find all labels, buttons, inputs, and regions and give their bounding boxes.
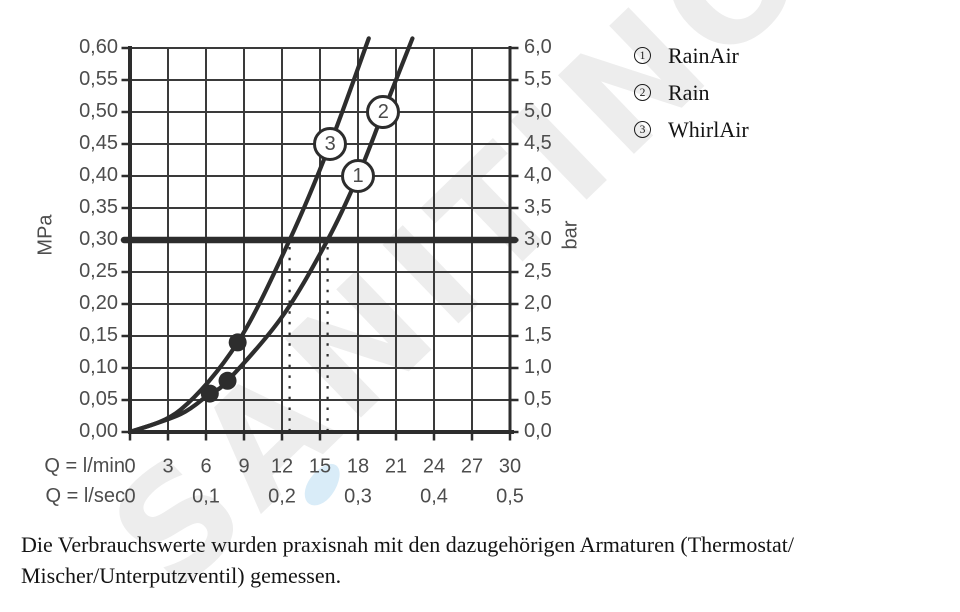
y-left-tick-label: 0,25 <box>79 260 118 283</box>
y-left-tick-label: 0,30 <box>79 228 118 251</box>
legend-item-label: Rain <box>668 79 710 105</box>
x-axis-lmin-label: Q = l/min <box>44 455 125 478</box>
y-axis-left-unit-label: MPa <box>34 214 57 256</box>
legend-item-rain: 2 Rain <box>634 79 749 105</box>
measured-point <box>228 333 247 352</box>
legend-circled-number-icon: 3 <box>634 121 651 138</box>
x-lmin-tick-label: 24 <box>422 455 446 478</box>
legend-circled-number-icon: 1 <box>634 47 651 64</box>
x-lmin-tick-label: 30 <box>498 455 522 478</box>
x-lsec-tick-label: 0,4 <box>420 485 448 508</box>
legend-item-label: RainAir <box>668 42 739 68</box>
curve-rainair <box>127 36 415 435</box>
y-left-tick-label: 0,50 <box>79 100 118 123</box>
y-left-tick-label: 0,35 <box>79 196 118 219</box>
y-left-tick-label: 0,00 <box>79 420 118 443</box>
y-right-tick-label: 4,0 <box>524 164 552 187</box>
curve-marker-3: 3 <box>313 127 348 161</box>
x-lsec-tick-label: 0,5 <box>496 485 524 508</box>
legend-item-whirlair: 3 WhirlAir <box>634 116 749 142</box>
x-lmin-tick-label: 21 <box>384 455 408 478</box>
y-left-tick-label: 0,15 <box>79 324 118 347</box>
y-left-tick-label: 0,55 <box>79 68 118 91</box>
y-right-tick-label: 0,5 <box>524 388 552 411</box>
curve-marker-1: 1 <box>341 159 375 193</box>
y-right-tick-label: 3,5 <box>524 196 552 219</box>
x-axis-lsec-label: Q = l/sec <box>45 485 125 508</box>
x-lmin-tick-label: 12 <box>270 455 294 478</box>
x-lmin-tick-label: 0 <box>124 455 136 478</box>
measured-point <box>200 384 219 403</box>
y-left-tick-label: 0,10 <box>79 356 118 379</box>
x-lsec-tick-label: 0,1 <box>192 485 220 508</box>
curve-whirlair <box>127 36 371 435</box>
x-lsec-tick-label: 0,2 <box>268 485 296 508</box>
x-lmin-tick-label: 18 <box>346 455 370 478</box>
y-left-tick-label: 0,60 <box>79 36 118 59</box>
footnote-line-2: Mischer/Unterputzventil) gemessen. <box>21 563 342 588</box>
y-left-tick-label: 0,20 <box>79 292 118 315</box>
x-lmin-tick-label: 9 <box>238 455 250 478</box>
y-right-tick-label: 5,0 <box>524 100 552 123</box>
legend-item-rainair: 1 RainAir <box>634 42 749 68</box>
x-lmin-tick-label: 27 <box>460 455 484 478</box>
footnote: Die Verbrauchswerte wurden praxisnah mit… <box>21 529 931 591</box>
footnote-line-1: Die Verbrauchswerte wurden praxisnah mit… <box>21 532 794 557</box>
x-lmin-tick-label: 3 <box>162 455 174 478</box>
x-lsec-tick-label: 0 <box>124 485 136 508</box>
x-lmin-tick-label: 6 <box>200 455 212 478</box>
legend: 1 RainAir 2 Rain 3 WhirlAir <box>634 42 749 155</box>
legend-item-label: WhirlAir <box>668 116 749 142</box>
y-right-tick-label: 4,5 <box>524 132 552 155</box>
y-right-tick-label: 2,0 <box>524 292 552 315</box>
y-left-tick-label: 0,40 <box>79 164 118 187</box>
x-lsec-tick-label: 0,3 <box>344 485 372 508</box>
x-lmin-tick-label: 15 <box>308 455 332 478</box>
y-left-tick-label: 0,45 <box>79 132 118 155</box>
y-axis-right-unit-label: bar <box>559 220 582 250</box>
measured-point <box>218 371 237 390</box>
y-right-tick-label: 6,0 <box>524 36 552 59</box>
legend-circled-number-icon: 2 <box>634 84 651 101</box>
y-right-tick-label: 1,0 <box>524 356 552 379</box>
y-right-tick-label: 3,0 <box>524 228 552 251</box>
y-right-tick-label: 1,5 <box>524 324 552 347</box>
y-right-tick-label: 5,5 <box>524 68 552 91</box>
y-right-tick-label: 2,5 <box>524 260 552 283</box>
curve-marker-2: 2 <box>366 95 401 129</box>
y-left-tick-label: 0,05 <box>79 388 118 411</box>
y-right-tick-label: 0,0 <box>524 420 552 443</box>
